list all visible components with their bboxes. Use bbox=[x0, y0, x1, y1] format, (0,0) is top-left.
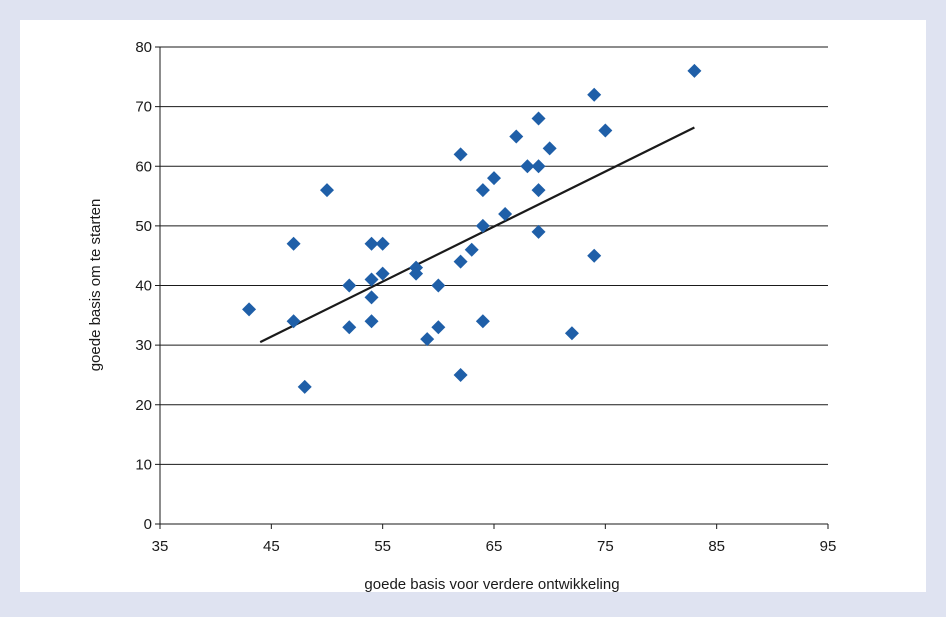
data-point bbox=[564, 326, 579, 341]
axes bbox=[155, 46, 829, 529]
data-point bbox=[364, 236, 379, 251]
y-tick-label: 80 bbox=[135, 39, 152, 56]
data-point bbox=[475, 314, 490, 329]
data-point bbox=[342, 320, 357, 335]
data-point bbox=[475, 218, 490, 233]
data-point bbox=[375, 266, 390, 281]
data-point bbox=[531, 111, 546, 126]
data-point bbox=[364, 314, 379, 329]
data-point bbox=[531, 183, 546, 198]
y-tick-label: 50 bbox=[135, 218, 152, 235]
x-tick-label: 75 bbox=[597, 538, 614, 555]
data-point bbox=[453, 147, 468, 162]
data-point bbox=[487, 171, 501, 186]
data-point bbox=[687, 63, 702, 78]
data-point bbox=[509, 129, 524, 144]
y-tick-label: 30 bbox=[135, 337, 152, 354]
data-point bbox=[286, 236, 301, 251]
data-point bbox=[498, 206, 513, 221]
x-tick-labels: 35 45 55 65 75 85 95 bbox=[152, 538, 837, 555]
x-tick-label: 45 bbox=[263, 538, 280, 555]
data-point bbox=[297, 379, 312, 394]
y-tick-label: 20 bbox=[135, 397, 152, 414]
y-tick-labels: 0 10 20 30 40 50 60 70 80 bbox=[135, 39, 152, 533]
x-tick-label: 65 bbox=[486, 538, 503, 555]
x-tick-label: 55 bbox=[374, 538, 391, 555]
data-point bbox=[420, 332, 435, 347]
x-tick-label: 35 bbox=[152, 538, 169, 555]
data-point bbox=[587, 248, 602, 263]
data-point bbox=[320, 183, 334, 198]
y-tick-label: 70 bbox=[135, 99, 152, 116]
x-tick-label: 95 bbox=[820, 538, 837, 555]
data-point bbox=[531, 159, 546, 174]
data-point bbox=[364, 290, 379, 305]
y-tick-label: 40 bbox=[135, 278, 152, 295]
data-point bbox=[409, 266, 424, 281]
x-axis-label: goede basis voor verdere ontwikkeling bbox=[364, 576, 619, 593]
data-point bbox=[531, 224, 546, 239]
data-point bbox=[431, 320, 446, 335]
data-point bbox=[520, 159, 535, 174]
y-tick-label: 10 bbox=[135, 456, 152, 473]
data-points bbox=[242, 63, 702, 394]
data-point bbox=[242, 302, 257, 317]
data-point bbox=[453, 367, 468, 382]
y-tick-label: 60 bbox=[135, 158, 152, 175]
data-point bbox=[431, 278, 446, 293]
data-point bbox=[364, 272, 379, 287]
data-point bbox=[598, 123, 613, 138]
plot-area bbox=[20, 20, 926, 592]
y-axis-label: goede basis om te starten bbox=[87, 199, 104, 372]
data-point bbox=[342, 278, 357, 293]
y-tick-label: 0 bbox=[144, 516, 152, 533]
trendline bbox=[259, 126, 695, 344]
trendline-group bbox=[259, 126, 695, 344]
data-point bbox=[587, 87, 602, 102]
data-point bbox=[375, 236, 390, 251]
data-point bbox=[453, 254, 468, 269]
data-point bbox=[475, 183, 490, 198]
data-point bbox=[286, 314, 301, 329]
data-point bbox=[464, 242, 479, 257]
data-point bbox=[542, 141, 557, 156]
x-tick-label: 85 bbox=[708, 538, 725, 555]
